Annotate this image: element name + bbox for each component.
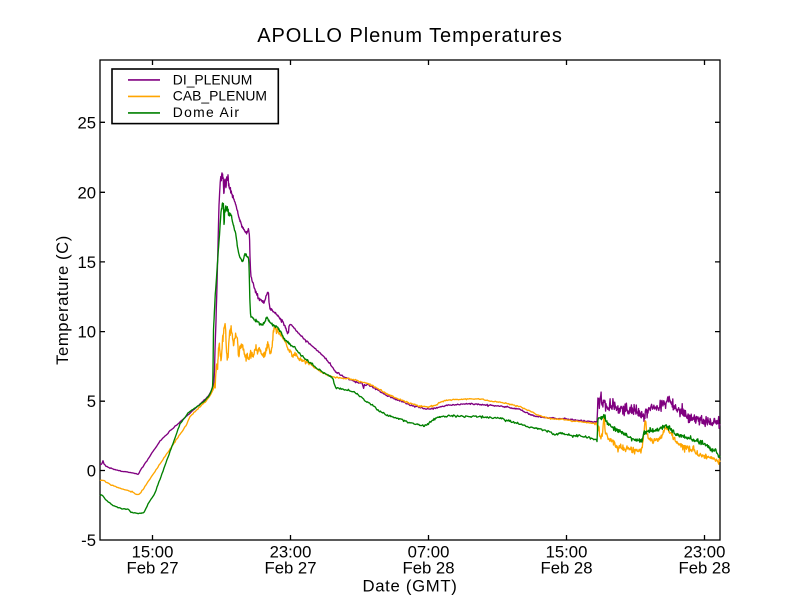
svg-text:15: 15 [77,253,96,272]
svg-text:23:00: 23:00 [684,543,726,562]
svg-text:07:00: 07:00 [408,543,450,562]
svg-text:Feb 28: Feb 28 [679,559,731,578]
svg-text:DI_PLENUM: DI_PLENUM [173,71,253,87]
svg-text:20: 20 [77,183,96,202]
svg-text:5: 5 [87,392,96,411]
svg-text:Temperature (C): Temperature (C) [53,235,72,365]
svg-text:Feb 28: Feb 28 [403,559,455,578]
svg-text:15:00: 15:00 [546,543,588,562]
svg-text:25: 25 [77,113,96,132]
svg-text:Feb 27: Feb 27 [265,559,317,578]
svg-text:0: 0 [87,462,96,481]
svg-text:APOLLO Plenum Temperatures: APOLLO Plenum Temperatures [257,25,563,47]
svg-text:CAB_PLENUM: CAB_PLENUM [173,88,267,104]
svg-text:23:00: 23:00 [270,543,312,562]
svg-text:-5: -5 [81,531,96,550]
svg-text:10: 10 [77,323,96,342]
svg-text:Feb 27: Feb 27 [127,559,179,578]
svg-text:15:00: 15:00 [132,543,174,562]
svg-text:Feb 28: Feb 28 [541,559,593,578]
svg-text:Date (GMT): Date (GMT) [362,577,457,596]
svg-text:Dome Air: Dome Air [173,104,241,120]
